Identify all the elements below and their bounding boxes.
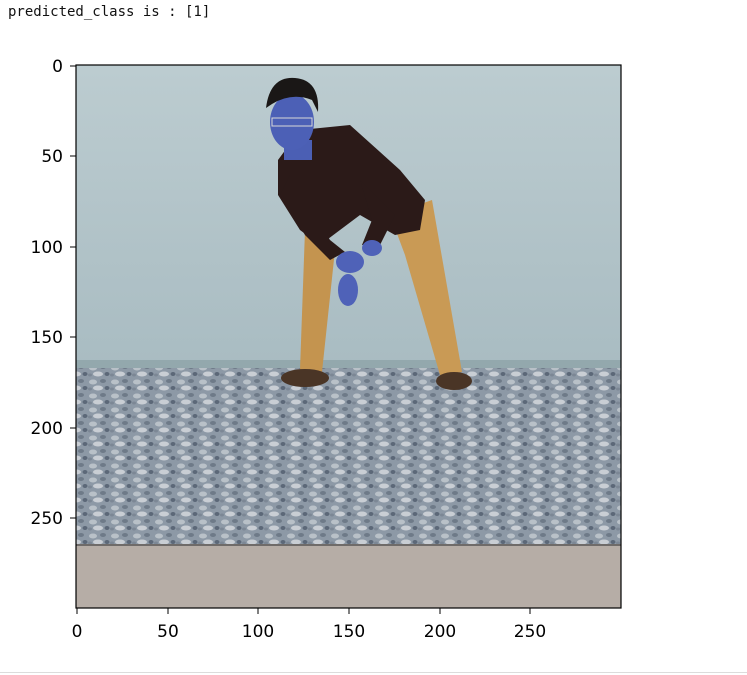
x-tick-label: 100 [242,622,274,642]
y-tick-label: 0 [52,57,63,77]
y-tick-label: 200 [31,419,63,439]
y-tick-label: 100 [31,238,63,258]
x-tick-label: 0 [72,622,83,642]
x-tick-label: 250 [514,622,546,642]
cell-output-text: predicted_class is : [1] [8,4,211,20]
y-tick-label: 150 [31,328,63,348]
photo [76,65,621,608]
person-figure [266,77,472,390]
y-tick-label: 50 [41,147,63,167]
y-tick-label: 250 [31,509,63,529]
x-axis: 0 50 100 150 200 250 [72,608,546,642]
x-tick-label: 200 [424,622,456,642]
x-tick-label: 150 [333,622,365,642]
x-tick-label: 50 [157,622,179,642]
y-axis: 0 50 100 150 200 250 [31,57,76,529]
cell-divider [0,672,747,673]
